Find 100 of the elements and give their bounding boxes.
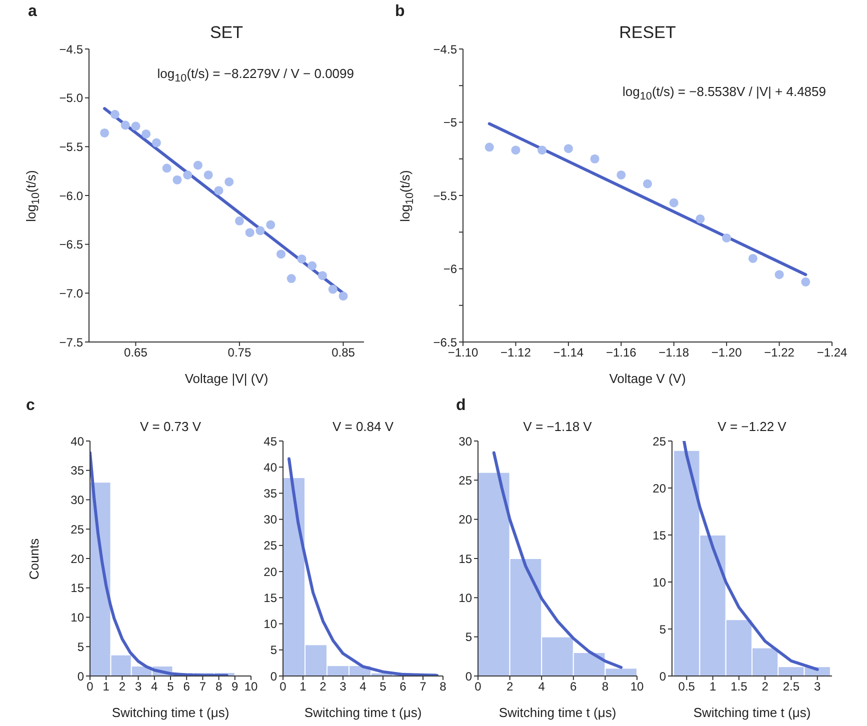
x-tick-label: 1.5 [730, 680, 748, 694]
y-tick-label: 20 [264, 564, 278, 579]
y-tick-label: −4.5 [59, 42, 84, 56]
x-tick-label: 0.65 [124, 346, 148, 360]
y-tick-label: −6.5 [59, 238, 84, 252]
x-axis-title: Voltage V (V) [609, 371, 686, 386]
x-tick-label: −1.12 [500, 346, 532, 360]
x-tick-label: 4 [151, 680, 158, 694]
y-axis-title: Counts [26, 538, 42, 580]
y-tick-label: −5.5 [59, 140, 84, 154]
text: a [28, 3, 37, 20]
x-tick-label: 4 [360, 680, 367, 694]
y-tick-label: −5.0 [59, 91, 84, 106]
x-tick-label: 6 [400, 680, 407, 694]
x-tick-label: 7 [420, 680, 427, 694]
y-tick-label: 20 [458, 512, 472, 527]
x-tick-label: 2 [762, 680, 769, 694]
y-tick-label: 30 [70, 493, 84, 508]
chart-title: SET [210, 23, 244, 42]
x-tick-label: 9 [232, 680, 239, 694]
x-tick-label: 10 [244, 680, 258, 694]
y-tick-label: 10 [70, 610, 84, 625]
x-tick-label: 8 [602, 680, 609, 694]
x-tick-label: 2 [506, 680, 514, 694]
y-tick-label: −5 [443, 116, 458, 130]
y-tick-label: 5 [465, 630, 472, 644]
y-tick-label: 25 [458, 473, 472, 488]
y-tick-label: 0 [77, 669, 84, 684]
y-tick-label: 10 [652, 575, 666, 590]
x-tick-label: 5 [380, 680, 387, 694]
x-tick-label: 0 [280, 680, 287, 694]
x-tick-label: 5 [167, 680, 174, 694]
y-tick-label: 40 [264, 460, 278, 474]
y-tick-label: 25 [652, 434, 666, 448]
x-tick-label: 2 [320, 680, 327, 694]
x-tick-label: −1.24 [816, 346, 848, 360]
y-tick-label: −6.0 [59, 188, 84, 203]
chart-title: V = 0.84 V [332, 419, 394, 434]
x-tick-label: 3 [340, 680, 347, 694]
x-tick-label: 3 [814, 680, 822, 694]
y-tick-label: 5 [77, 640, 84, 654]
x-tick-label: 6 [570, 680, 578, 694]
x-tick-label: 0.85 [332, 346, 356, 360]
y-tick-label: 30 [458, 434, 472, 448]
x-tick-label: −1.20 [711, 346, 742, 360]
x-tick-label: 1 [300, 680, 307, 694]
x-tick-label: 8 [440, 680, 447, 694]
y-tick-label: 10 [458, 590, 472, 605]
y-tick-label: 35 [264, 486, 278, 500]
x-tick-label: 1 [102, 680, 110, 694]
x-tick-label: 3 [134, 680, 142, 694]
y-tick-label: 25 [264, 538, 278, 553]
y-tick-label: 15 [652, 528, 666, 542]
x-tick-label: 10 [630, 680, 644, 694]
text: c [26, 397, 35, 414]
y-tick-label: 5 [270, 643, 278, 658]
x-tick-label: −1.14 [553, 346, 584, 360]
x-axis-title: Switching time t (μs) [304, 705, 422, 720]
text: b [395, 3, 405, 20]
y-tick-label: 0 [270, 669, 278, 684]
y-tick-label: 20 [70, 552, 84, 566]
chart-title: V = −1.18 V [523, 419, 592, 434]
chart-title: V = 0.73 V [140, 419, 202, 434]
y-tick-label: −4.5 [433, 42, 458, 56]
y-tick-label: 25 [70, 522, 84, 536]
y-tick-label: −6 [443, 262, 458, 276]
chart-title: RESET [619, 23, 676, 42]
x-tick-label: −1.18 [658, 346, 690, 360]
y-tick-label: −5.5 [433, 188, 458, 203]
y-tick-label: 10 [264, 617, 278, 632]
x-tick-label: 0.75 [228, 346, 252, 360]
y-tick-label: 40 [70, 434, 84, 448]
y-tick-label: 5 [659, 622, 666, 636]
x-axis-title: Switching time t (μs) [693, 705, 811, 720]
x-tick-label: 7 [199, 680, 206, 694]
x-axis-title: Voltage |V| (V) [184, 371, 268, 386]
annotation: log$_{10}$(t/s) = −8.5538V / |V| + 4.4859 [622, 84, 826, 103]
x-tick-label: 8 [215, 680, 222, 694]
x-tick-label: 0 [474, 680, 482, 694]
y-tick-label: 30 [264, 512, 278, 527]
x-axis-title: Switching time t (μs) [498, 705, 616, 720]
x-tick-label: 2 [118, 680, 126, 694]
x-tick-label: 2.5 [782, 680, 800, 694]
x-tick-label: 0 [86, 680, 94, 694]
y-tick-label: 0 [465, 669, 472, 684]
y-tick-label: 15 [458, 552, 472, 566]
x-tick-label: 1 [709, 680, 716, 694]
y-tick-label: −7.0 [59, 286, 84, 300]
x-tick-label: 0.5 [678, 680, 696, 694]
annotation: log$_{10}$(t/s) = −8.2279V / V − 0.0099 [157, 66, 354, 85]
x-tick-label: −1.16 [606, 346, 637, 360]
text: d [456, 397, 466, 414]
y-tick-label: 35 [70, 464, 84, 478]
x-tick-label: −1.22 [764, 346, 795, 360]
y-tick-label: 45 [264, 434, 278, 448]
y-tick-label: 20 [652, 481, 666, 496]
y-tick-label: 15 [264, 590, 278, 605]
x-tick-label: 6 [183, 680, 190, 694]
y-tick-label: 0 [659, 669, 666, 684]
chart-title: V = −1.22 V [718, 419, 786, 434]
